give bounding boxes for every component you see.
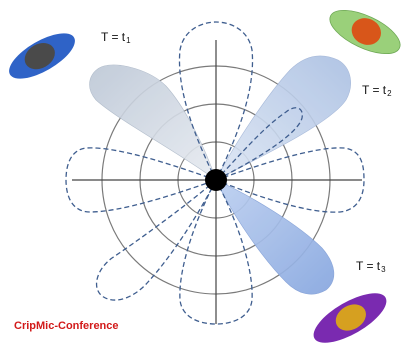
user-t3-inner bbox=[335, 304, 366, 331]
lobe-southwest bbox=[95, 179, 217, 301]
lobe-east bbox=[214, 147, 365, 213]
user-t1-inner bbox=[24, 43, 55, 70]
user-t2-inner bbox=[351, 18, 381, 45]
center-source-dot bbox=[205, 169, 227, 191]
user-t1-marker bbox=[9, 33, 75, 79]
brand-label: CripMic-Conference bbox=[14, 320, 119, 332]
user-t3-marker bbox=[313, 293, 387, 343]
lobe-north bbox=[178, 21, 254, 182]
user-t2-marker bbox=[329, 9, 401, 55]
label-t2: T = t2 bbox=[362, 83, 392, 98]
beam-t1 bbox=[89, 64, 217, 181]
lobe-northeast bbox=[215, 107, 303, 181]
beam-t3 bbox=[215, 179, 335, 295]
label-t1: T = t1 bbox=[101, 30, 131, 45]
lobe-south bbox=[179, 178, 253, 325]
dashed-patterns bbox=[65, 21, 365, 325]
label-t3: T = t3 bbox=[356, 259, 386, 274]
beam-t2 bbox=[215, 55, 351, 181]
beams bbox=[89, 55, 351, 295]
lobe-west bbox=[65, 147, 218, 213]
